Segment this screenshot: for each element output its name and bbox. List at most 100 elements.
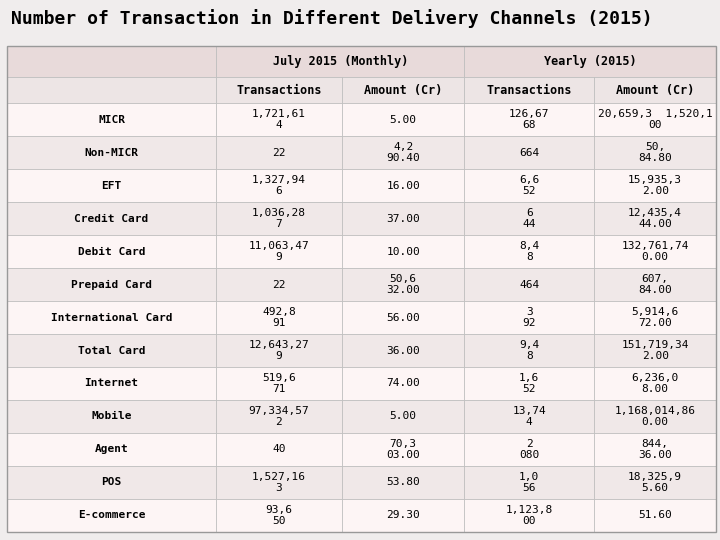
Bar: [464, 301, 594, 334]
Bar: [464, 499, 594, 532]
Text: 1,168,014,86
0.00: 1,168,014,86 0.00: [615, 406, 696, 427]
Bar: [7, 400, 216, 433]
Text: 12,435,4
44.00: 12,435,4 44.00: [628, 208, 682, 230]
Bar: [464, 136, 594, 169]
Bar: [342, 466, 464, 499]
Bar: [594, 301, 716, 334]
Text: Yearly (2015): Yearly (2015): [544, 55, 636, 68]
Text: 10.00: 10.00: [387, 247, 420, 256]
Text: 844,
36.00: 844, 36.00: [639, 438, 672, 460]
Bar: [594, 136, 716, 169]
Bar: [342, 301, 464, 334]
Text: 18,325,9
5.60: 18,325,9 5.60: [628, 471, 682, 493]
Text: Amount (Cr): Amount (Cr): [364, 84, 442, 97]
Bar: [216, 334, 342, 367]
Text: 151,719,34
2.00: 151,719,34 2.00: [621, 340, 689, 361]
Bar: [594, 466, 716, 499]
Bar: [342, 433, 464, 466]
Bar: [594, 400, 716, 433]
Bar: [342, 77, 464, 103]
Text: Transactions: Transactions: [487, 84, 572, 97]
Text: 492,8
91: 492,8 91: [262, 307, 296, 328]
Text: Total Card: Total Card: [78, 346, 145, 355]
Bar: [594, 169, 716, 202]
Text: 2
080: 2 080: [519, 438, 539, 460]
Text: 6,236,0
8.00: 6,236,0 8.00: [631, 373, 679, 394]
Bar: [7, 202, 216, 235]
Bar: [7, 301, 216, 334]
Bar: [216, 103, 342, 136]
Bar: [464, 367, 594, 400]
Bar: [594, 235, 716, 268]
Text: 1,721,61
4: 1,721,61 4: [252, 109, 306, 131]
Bar: [342, 367, 464, 400]
Text: 29.30: 29.30: [387, 510, 420, 521]
Bar: [216, 400, 342, 433]
Bar: [7, 77, 216, 103]
Bar: [7, 268, 216, 301]
Text: Agent: Agent: [95, 444, 128, 455]
Text: 50,6
32.00: 50,6 32.00: [387, 274, 420, 295]
Text: Internet: Internet: [85, 379, 138, 388]
Text: Number of Transaction in Different Delivery Channels (2015): Number of Transaction in Different Deliv…: [11, 9, 652, 29]
Text: 1,036,28
7: 1,036,28 7: [252, 208, 306, 230]
Bar: [216, 433, 342, 466]
Text: 15,935,3
2.00: 15,935,3 2.00: [628, 175, 682, 197]
Bar: [342, 202, 464, 235]
Text: 13,74
4: 13,74 4: [513, 406, 546, 427]
Bar: [7, 46, 216, 77]
Text: 56.00: 56.00: [387, 313, 420, 322]
Bar: [342, 136, 464, 169]
Text: 8,4
8: 8,4 8: [519, 241, 539, 262]
Text: 519,6
71: 519,6 71: [262, 373, 296, 394]
Bar: [216, 499, 342, 532]
Bar: [216, 77, 342, 103]
Text: International Card: International Card: [51, 313, 172, 322]
Text: 1,327,94
6: 1,327,94 6: [252, 175, 306, 197]
Bar: [464, 334, 594, 367]
Text: Mobile: Mobile: [91, 411, 132, 421]
Bar: [7, 169, 216, 202]
Text: Prepaid Card: Prepaid Card: [71, 280, 152, 289]
Bar: [216, 301, 342, 334]
Bar: [464, 46, 716, 77]
Bar: [216, 466, 342, 499]
Bar: [464, 400, 594, 433]
Text: 5.00: 5.00: [390, 114, 417, 125]
Bar: [216, 136, 342, 169]
Text: 1,123,8
00: 1,123,8 00: [505, 504, 553, 526]
Text: 37.00: 37.00: [387, 214, 420, 224]
Bar: [7, 103, 216, 136]
Bar: [594, 334, 716, 367]
Bar: [216, 46, 464, 77]
Bar: [7, 466, 216, 499]
Bar: [7, 499, 216, 532]
Bar: [594, 367, 716, 400]
Text: 126,67
68: 126,67 68: [509, 109, 549, 131]
Bar: [342, 169, 464, 202]
Text: 16.00: 16.00: [387, 180, 420, 191]
Text: Credit Card: Credit Card: [74, 214, 149, 224]
Bar: [7, 334, 216, 367]
Text: Debit Card: Debit Card: [78, 247, 145, 256]
Text: 1,0
56: 1,0 56: [519, 471, 539, 493]
Text: 9,4
8: 9,4 8: [519, 340, 539, 361]
Bar: [342, 499, 464, 532]
Text: 664: 664: [519, 147, 539, 158]
Bar: [594, 499, 716, 532]
Text: 70,3
03.00: 70,3 03.00: [387, 438, 420, 460]
Bar: [216, 202, 342, 235]
Text: 6
44: 6 44: [523, 208, 536, 230]
Text: Transactions: Transactions: [236, 84, 322, 97]
Text: 607,
84.00: 607, 84.00: [639, 274, 672, 295]
Text: 22: 22: [272, 280, 286, 289]
Bar: [342, 334, 464, 367]
Bar: [216, 169, 342, 202]
Text: Amount (Cr): Amount (Cr): [616, 84, 694, 97]
Text: 1,6
52: 1,6 52: [519, 373, 539, 394]
Text: July 2015 (Monthly): July 2015 (Monthly): [272, 55, 408, 68]
Text: 36.00: 36.00: [387, 346, 420, 355]
Text: 53.80: 53.80: [387, 477, 420, 488]
Text: Non-MICR: Non-MICR: [85, 147, 138, 158]
Bar: [464, 103, 594, 136]
